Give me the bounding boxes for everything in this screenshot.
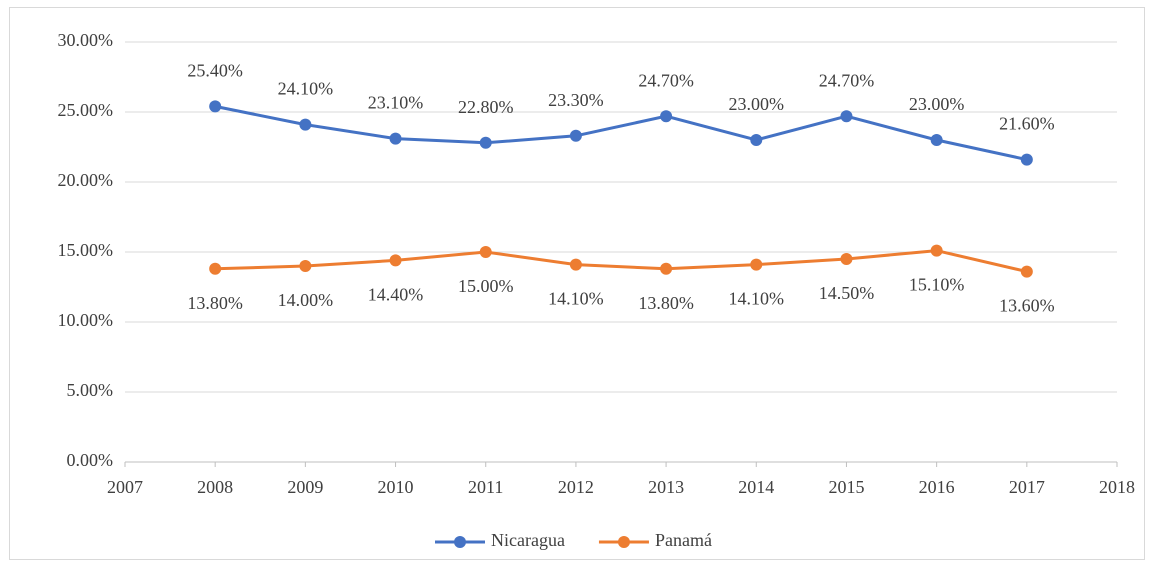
y-tick-label: 15.00% bbox=[58, 240, 114, 260]
x-tick-label: 2010 bbox=[378, 477, 414, 497]
marker bbox=[750, 134, 763, 146]
data-label: 14.50% bbox=[819, 283, 875, 303]
marker bbox=[389, 132, 402, 145]
data-label: 21.60% bbox=[999, 114, 1055, 134]
y-tick-label: 10.00% bbox=[58, 310, 114, 330]
legend-marker bbox=[617, 536, 630, 548]
marker bbox=[209, 100, 222, 113]
x-tick-label: 2007 bbox=[107, 477, 143, 497]
data-label: 14.40% bbox=[368, 285, 424, 305]
data-label: 25.40% bbox=[187, 61, 243, 81]
data-label: 23.10% bbox=[368, 93, 424, 113]
chart-border bbox=[9, 7, 1145, 560]
data-label: 24.70% bbox=[638, 70, 694, 90]
legend-marker bbox=[454, 536, 466, 548]
y-tick-label: 30.00% bbox=[58, 30, 114, 50]
marker bbox=[930, 244, 943, 257]
data-label: 13.80% bbox=[638, 293, 694, 313]
marker bbox=[660, 262, 673, 275]
data-label: 14.00% bbox=[278, 290, 334, 310]
x-tick-label: 2011 bbox=[468, 477, 503, 497]
x-tick-label: 2018 bbox=[1099, 477, 1135, 497]
data-label: 24.70% bbox=[819, 70, 875, 90]
marker bbox=[479, 136, 492, 149]
x-tick-label: 2014 bbox=[738, 477, 774, 497]
data-label: 14.10% bbox=[548, 289, 604, 309]
marker bbox=[569, 258, 582, 271]
marker bbox=[1020, 153, 1033, 166]
data-label: 23.30% bbox=[548, 90, 604, 110]
legend-label: Panamá bbox=[655, 530, 712, 550]
marker bbox=[840, 110, 853, 123]
x-tick-label: 2015 bbox=[828, 477, 864, 497]
x-tick-label: 2016 bbox=[919, 477, 955, 497]
data-label: 15.00% bbox=[458, 276, 514, 296]
data-label: 13.80% bbox=[187, 293, 243, 313]
data-label: 22.80% bbox=[458, 97, 514, 117]
series-line bbox=[214, 104, 1028, 162]
data-label: 24.10% bbox=[278, 79, 334, 99]
y-tick-label: 25.00% bbox=[58, 100, 114, 120]
data-label: 13.60% bbox=[999, 296, 1055, 316]
series-line bbox=[215, 249, 1028, 274]
marker bbox=[389, 254, 402, 267]
y-tick-label: 0.00% bbox=[67, 450, 114, 470]
data-label: 23.00% bbox=[909, 94, 965, 114]
marker bbox=[569, 129, 582, 142]
y-tick-label: 5.00% bbox=[67, 380, 114, 400]
marker bbox=[840, 253, 853, 265]
x-tick-label: 2009 bbox=[287, 477, 323, 497]
marker bbox=[750, 258, 763, 271]
x-tick-label: 2013 bbox=[648, 477, 684, 497]
marker bbox=[479, 246, 492, 258]
marker bbox=[299, 118, 312, 131]
marker bbox=[1020, 265, 1033, 278]
x-tick-label: 2008 bbox=[197, 477, 233, 497]
x-tick-label: 2017 bbox=[1009, 477, 1045, 497]
data-label: 14.10% bbox=[729, 289, 785, 309]
data-label: 23.00% bbox=[729, 94, 785, 114]
x-tick-label: 2012 bbox=[558, 477, 594, 497]
marker bbox=[209, 262, 222, 275]
data-label: 15.10% bbox=[909, 275, 965, 295]
y-tick-label: 20.00% bbox=[58, 170, 114, 190]
legend-label: Nicaragua bbox=[491, 530, 565, 550]
marker bbox=[660, 110, 673, 123]
marker bbox=[930, 134, 943, 146]
marker bbox=[299, 260, 312, 272]
